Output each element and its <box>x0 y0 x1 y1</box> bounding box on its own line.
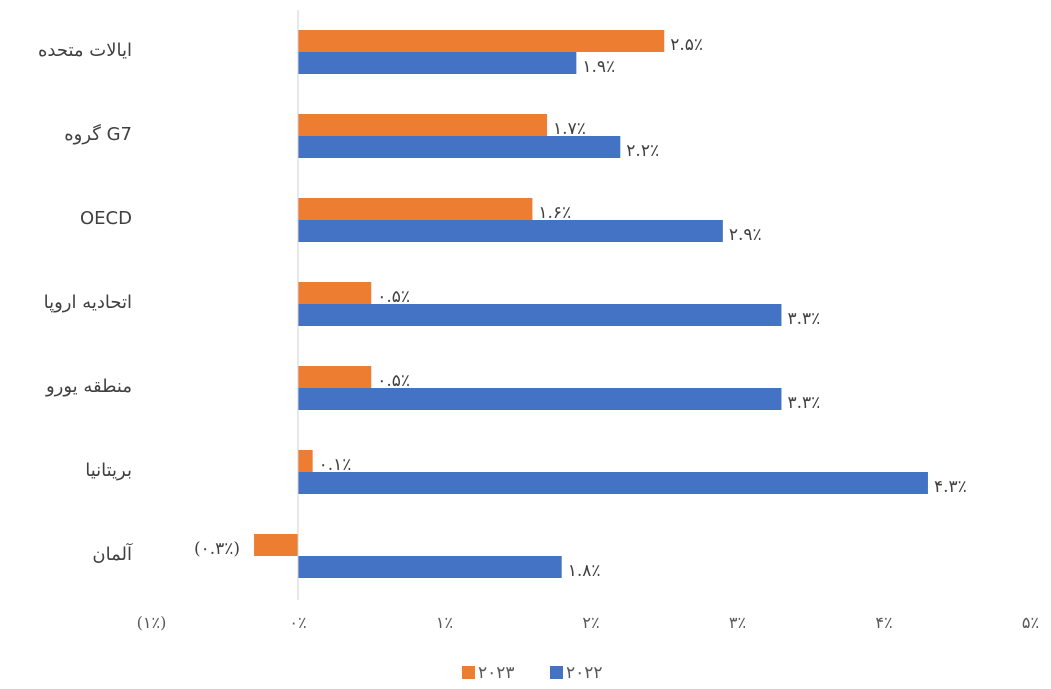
data-label: ۱.۸٪ <box>568 561 601 581</box>
bar-series-1 <box>298 30 665 52</box>
data-label: ۴.۳٪ <box>934 477 967 497</box>
data-label: ۰.۵٪ <box>377 287 410 307</box>
x-tick-label: ۱٪ <box>436 613 453 632</box>
x-tick-label: (۱٪) <box>137 613 167 632</box>
bar-series-2 <box>298 472 928 494</box>
data-labels-layer: ۲.۵٪ ۱.۹٪ ۱.۷٪ ۲.۲٪ ۱.۶٪ ۲.۹٪ ۰.۵٪ ۳.۳٪ ۰.۵٪ ۳.۳٪… <box>194 35 967 581</box>
bar-series-2 <box>298 220 723 242</box>
data-label: ۱.۶٪ <box>538 203 571 223</box>
bar-series-2 <box>298 52 577 74</box>
category-label: اتحادیه اروپا <box>44 292 132 313</box>
bar-series-1 <box>298 282 372 304</box>
data-label: ۰.۵٪ <box>377 371 410 391</box>
bar-series-1 <box>298 450 313 472</box>
data-label: ۳.۳٪ <box>787 309 820 329</box>
x-tick-label: ۴٪ <box>875 613 892 632</box>
category-label: منطقه یورو <box>45 376 132 397</box>
bar-series-2 <box>298 388 782 410</box>
bar-series-1 <box>254 534 298 556</box>
x-tick-label: ۲٪ <box>582 613 599 632</box>
bar-series-2 <box>298 556 562 578</box>
legend-swatch <box>462 666 475 679</box>
bar-series-2 <box>298 136 621 158</box>
x-tick-labels-layer: (۱٪) ۰٪ ۱٪ ۲٪ ۳٪ ۴٪ ۵٪ <box>137 613 1039 632</box>
category-label: OECD <box>80 208 132 229</box>
category-label: ایالات متحده <box>38 40 132 61</box>
data-label: (۰.۳٪) <box>194 539 240 559</box>
category-label: آلمان <box>92 542 133 565</box>
bar-series-2 <box>298 304 782 326</box>
data-label: ۲.۹٪ <box>729 225 762 245</box>
legend-swatch <box>550 666 563 679</box>
category-label: بریتانیا <box>85 460 132 481</box>
data-label: ۲.۲٪ <box>626 141 659 161</box>
legend-label: ۲۰۲۲ <box>566 663 603 683</box>
x-tick-label: ۰٪ <box>289 613 306 632</box>
bar-series-1 <box>298 366 372 388</box>
x-tick-label: ۳٪ <box>729 613 746 632</box>
legend-label: ۲۰۲۳ <box>478 663 515 683</box>
category-labels-layer: ایالات متحده گروه G7 OECD اتحادیه اروپا منطق… <box>38 40 133 565</box>
legend: ۲۰۲۳ ۲۰۲۲ <box>462 663 603 683</box>
data-label: ۳.۳٪ <box>787 393 820 413</box>
data-label: ۱.۷٪ <box>553 119 586 139</box>
data-label: ۰.۱٪ <box>319 455 352 475</box>
bars-layer <box>254 30 928 578</box>
data-label: ۲.۵٪ <box>670 35 703 55</box>
x-tick-label: ۵٪ <box>1022 613 1039 632</box>
data-label: ۱.۹٪ <box>582 57 615 77</box>
bar-series-1 <box>298 114 548 136</box>
bar-series-1 <box>298 198 533 220</box>
category-label: گروه G7 <box>64 123 132 145</box>
